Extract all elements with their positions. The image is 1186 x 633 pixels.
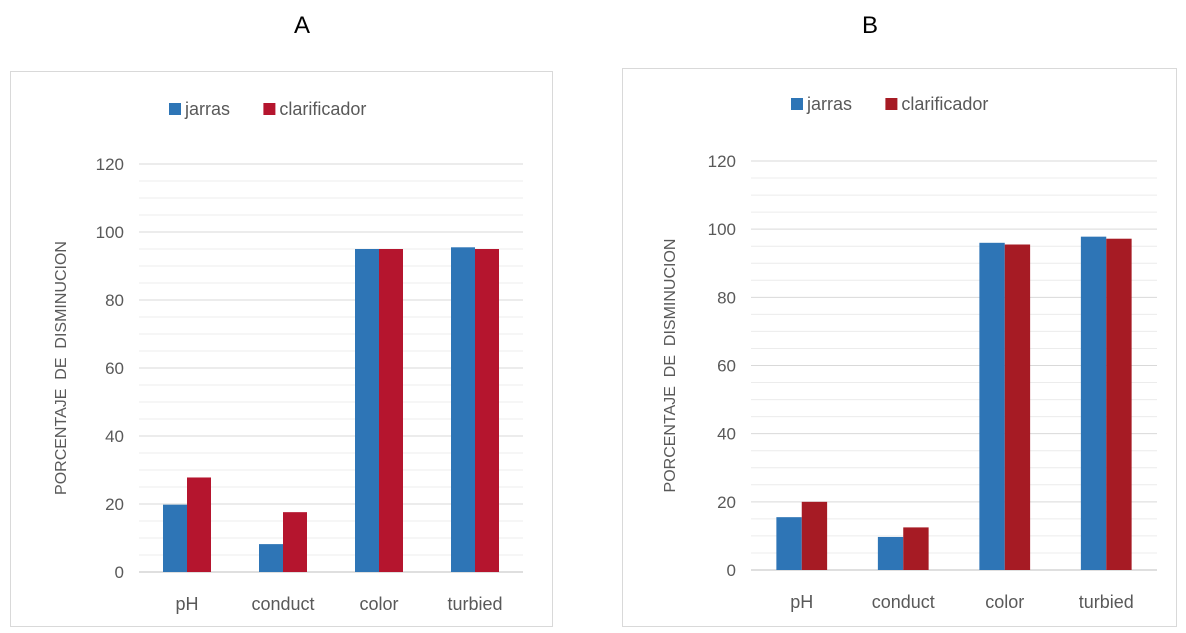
y-tick-label: 100 bbox=[96, 223, 124, 242]
y-tick-label: 0 bbox=[727, 561, 736, 580]
bar-jarras-turbied bbox=[1080, 236, 1107, 571]
panel-label-b: B bbox=[862, 12, 879, 39]
chart-a: 0 20 40 60 80 100 120 PORCENTAJE DE DISMINUCION… bbox=[53, 99, 523, 614]
legend-swatch bbox=[169, 103, 181, 115]
bar-jarras-conduct bbox=[259, 544, 283, 572]
x-tick-label: pH bbox=[790, 592, 813, 612]
legend-swatch bbox=[885, 98, 898, 110]
y-tick-label: 40 bbox=[105, 427, 124, 446]
x-tick-label: conduct bbox=[872, 592, 935, 612]
bar-clarificador-color bbox=[379, 249, 403, 572]
bar-jarras-pH bbox=[776, 517, 802, 570]
chart-a-frame: 0 20 40 60 80 100 120 PORCENTAJE DE DISMINUCION… bbox=[10, 71, 553, 627]
bar-clarificador-conduct bbox=[903, 527, 929, 570]
bar-jarras-conduct bbox=[877, 536, 904, 570]
y-tick-label: 100 bbox=[708, 220, 736, 239]
y-tick-label: 40 bbox=[717, 425, 736, 444]
bar-jarras-turbied bbox=[451, 247, 475, 573]
bar-jarras-pH bbox=[163, 504, 187, 572]
x-tick-label: turbied bbox=[1079, 592, 1134, 612]
x-tick-label: conduct bbox=[251, 594, 314, 614]
bar-clarificador-conduct bbox=[283, 512, 307, 572]
legend-label: jarras bbox=[806, 94, 852, 114]
y-tick-label: 20 bbox=[717, 493, 736, 512]
y-axis-label: PORCENTAJE DE DISMINUCION bbox=[662, 239, 679, 493]
x-tick-label: color bbox=[359, 594, 398, 614]
bar-clarificador-turbied bbox=[1106, 238, 1132, 570]
y-tick-label: 80 bbox=[105, 291, 124, 310]
y-tick-label: 120 bbox=[708, 152, 736, 171]
bar-clarificador-pH bbox=[801, 501, 828, 570]
y-tick-label: 20 bbox=[105, 495, 124, 514]
y-tick-label: 60 bbox=[105, 359, 124, 378]
bar-clarificador-turbied bbox=[475, 249, 499, 572]
bar-jarras-color bbox=[979, 242, 1005, 571]
x-tick-label: pH bbox=[175, 594, 198, 614]
bar-clarificador-color bbox=[1004, 244, 1031, 571]
chart-b-frame: 0 20 40 60 80 100 120 PORCENTAJE DE DISMINUCION… bbox=[622, 68, 1177, 627]
bar-clarificador-pH bbox=[187, 477, 211, 572]
legend-swatch bbox=[263, 103, 276, 115]
panel-label-a: A bbox=[294, 12, 311, 39]
chart-b: 0 20 40 60 80 100 120 PORCENTAJE DE DISMINUCION… bbox=[662, 94, 1157, 612]
y-axis-label: PORCENTAJE DE DISMINUCION bbox=[53, 241, 70, 495]
y-tick-label: 80 bbox=[717, 288, 736, 307]
legend-label: jarras bbox=[184, 99, 230, 119]
y-tick-label: 60 bbox=[717, 357, 736, 376]
legend-label: clarificador bbox=[901, 94, 988, 114]
y-tick-label: 0 bbox=[115, 563, 124, 582]
x-tick-label: turbied bbox=[447, 594, 502, 614]
legend-label: clarificador bbox=[279, 99, 366, 119]
bar-jarras-color bbox=[355, 249, 379, 572]
legend-swatch bbox=[791, 98, 803, 110]
y-tick-label: 120 bbox=[96, 155, 124, 174]
x-tick-label: color bbox=[985, 592, 1024, 612]
